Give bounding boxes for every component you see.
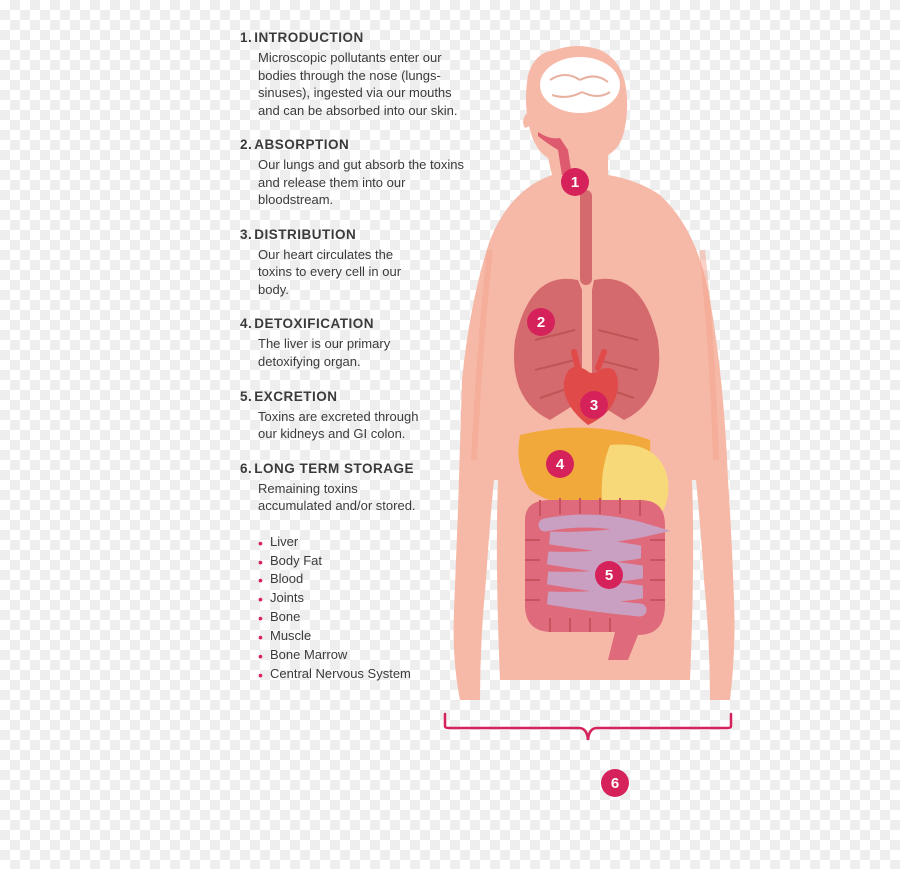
storage-site: Body Fat (258, 552, 470, 571)
step-body: Remaining toxins accumulated and/or stor… (240, 480, 420, 515)
step-heading: 6.LONG TERM STORAGE (240, 461, 470, 476)
marker-3: 3 (580, 391, 608, 419)
small-intestine-icon (545, 521, 645, 610)
bracket-icon (443, 712, 733, 744)
step-number: 4. (240, 316, 252, 331)
marker-5: 5 (595, 561, 623, 589)
step-number: 1. (240, 30, 252, 45)
step-number: 2. (240, 137, 252, 152)
step-heading: 2.ABSORPTION (240, 137, 470, 152)
step-title: LONG TERM STORAGE (254, 461, 414, 476)
storage-site: Liver (258, 533, 470, 552)
step-body: Toxins are excreted through our kidneys … (240, 408, 420, 443)
brain-icon (540, 57, 620, 113)
step-heading: 5.EXCRETION (240, 389, 470, 404)
step-body: Microscopic pollutants enter our bodies … (240, 49, 470, 119)
step-3: 3.DISTRIBUTION Our heart circulates the t… (240, 227, 470, 299)
storage-site: Bone (258, 608, 470, 627)
step-5: 5.EXCRETION Toxins are excreted through o… (240, 389, 470, 443)
step-body: The liver is our primary detoxifying org… (240, 335, 420, 370)
step-body: Our lungs and gut absorb the toxins and … (240, 156, 470, 209)
storage-sites-list: LiverBody FatBloodJointsBoneMuscleBone M… (240, 533, 470, 684)
marker-4: 4 (546, 450, 574, 478)
anatomy-svg (440, 40, 740, 720)
step-number: 5. (240, 389, 252, 404)
step-heading: 4.DETOXIFICATION (240, 316, 470, 331)
marker-1: 1 (561, 168, 589, 196)
storage-site: Bone Marrow (258, 646, 470, 665)
step-title: ABSORPTION (254, 137, 349, 152)
storage-site: Joints (258, 589, 470, 608)
step-title: DISTRIBUTION (254, 227, 356, 242)
step-6: 6.LONG TERM STORAGE Remaining toxins accu… (240, 461, 470, 515)
storage-site: Muscle (258, 627, 470, 646)
storage-site: Central Nervous System (258, 665, 470, 684)
step-heading: 3.DISTRIBUTION (240, 227, 470, 242)
step-heading: 1.INTRODUCTION (240, 30, 470, 45)
step-title: DETOXIFICATION (254, 316, 374, 331)
step-4: 4.DETOXIFICATION The liver is our primary… (240, 316, 470, 370)
step-number: 6. (240, 461, 252, 476)
marker-6: 6 (601, 769, 629, 797)
step-body: Our heart circulates the toxins to every… (240, 246, 420, 299)
marker-2: 2 (527, 308, 555, 336)
storage-site: Blood (258, 570, 470, 589)
trachea (580, 190, 592, 285)
text-column: 1.INTRODUCTION Microscopic pollutants ent… (240, 30, 470, 684)
step-title: INTRODUCTION (254, 30, 364, 45)
step-2: 2.ABSORPTION Our lungs and gut absorb the… (240, 137, 470, 209)
step-title: EXCRETION (254, 389, 337, 404)
step-1: 1.INTRODUCTION Microscopic pollutants ent… (240, 30, 470, 119)
step-number: 3. (240, 227, 252, 242)
